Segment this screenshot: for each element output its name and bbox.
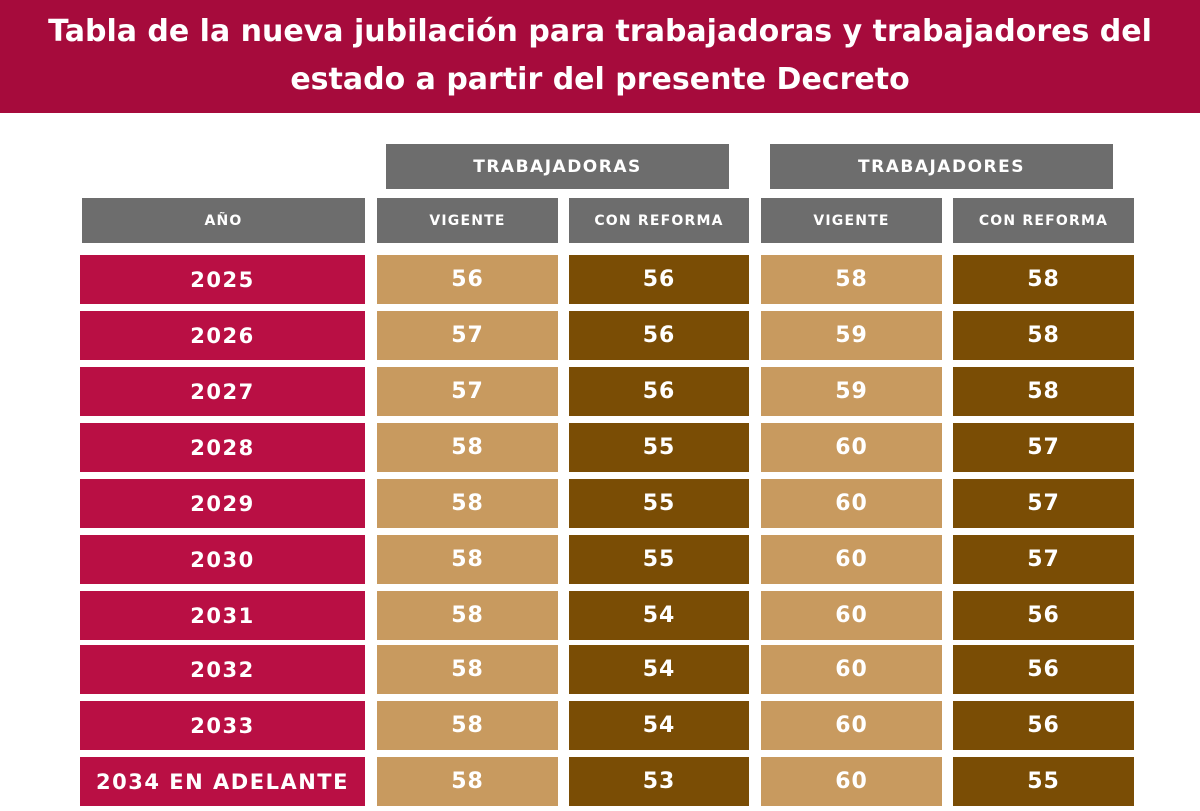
trabajadoras-con-reforma-cell: 53 <box>569 757 749 806</box>
trabajadoras-vigente-cell: 57 <box>377 311 558 360</box>
year-cell: 2028 <box>80 423 365 472</box>
year-cell: 2033 <box>80 701 365 750</box>
year-cell: 2030 <box>80 535 365 584</box>
trabajadoras-vigente-cell: 58 <box>377 757 558 806</box>
trabajadoras-vigente-cell: 58 <box>377 423 558 472</box>
trabajadoras-con-reforma-cell: 54 <box>569 701 749 750</box>
trabajadores-con-reforma-cell: 55 <box>953 757 1134 806</box>
year-cell: 2034 EN ADELANTE <box>80 757 365 806</box>
trabajadores-vigente-cell: 60 <box>761 591 942 640</box>
trabajadores-vigente-cell: 58 <box>761 255 942 304</box>
trabajadoras-con-reforma-cell: 55 <box>569 423 749 472</box>
trabajadores-vigente-cell: 60 <box>761 535 942 584</box>
trabajadoras-con-reforma-cell: 54 <box>569 645 749 694</box>
trabajadoras-vigente-cell: 58 <box>377 701 558 750</box>
year-cell: 2032 <box>80 645 365 694</box>
trabajadoras-con-reforma-cell: 56 <box>569 311 749 360</box>
trabajadores-con-reforma-cell: 57 <box>953 535 1134 584</box>
trabajadores-con-reforma-cell: 56 <box>953 701 1134 750</box>
trabajadoras-con-reforma-cell: 55 <box>569 535 749 584</box>
trabajadores-vigente-cell: 60 <box>761 645 942 694</box>
trabajadores-con-reforma-cell: 58 <box>953 255 1134 304</box>
page-title: Tabla de la nueva jubilación para trabaj… <box>48 14 1152 97</box>
year-cell: 2027 <box>80 367 365 416</box>
trabajadores-vigente-cell: 60 <box>761 701 942 750</box>
trabajadores-vigente-cell: 60 <box>761 423 942 472</box>
trabajadores-vigente-cell: 59 <box>761 311 942 360</box>
trabajadores-con-reforma-cell: 58 <box>953 311 1134 360</box>
trabajadores-vigente-cell: 60 <box>761 757 942 806</box>
column-header-trabajadores-con-reforma: CON REFORMA <box>953 198 1134 243</box>
trabajadoras-con-reforma-cell: 55 <box>569 479 749 528</box>
trabajadoras-vigente-cell: 57 <box>377 367 558 416</box>
year-cell: 2025 <box>80 255 365 304</box>
trabajadoras-vigente-cell: 56 <box>377 255 558 304</box>
column-header-trabajadores-vigente: VIGENTE <box>761 198 942 243</box>
column-header-trabajadoras-con-reforma: CON REFORMA <box>569 198 749 243</box>
trabajadoras-con-reforma-cell: 56 <box>569 367 749 416</box>
trabajadores-con-reforma-cell: 56 <box>953 591 1134 640</box>
title-banner: Tabla de la nueva jubilación para trabaj… <box>0 0 1200 113</box>
column-header-year: AÑO <box>82 198 365 243</box>
group-header-trabajadoras: TRABAJADORAS <box>386 144 729 189</box>
trabajadoras-vigente-cell: 58 <box>377 645 558 694</box>
trabajadores-vigente-cell: 60 <box>761 479 942 528</box>
trabajadoras-vigente-cell: 58 <box>377 591 558 640</box>
trabajadores-con-reforma-cell: 57 <box>953 423 1134 472</box>
year-cell: 2026 <box>80 311 365 360</box>
trabajadoras-vigente-cell: 58 <box>377 535 558 584</box>
year-cell: 2029 <box>80 479 365 528</box>
trabajadoras-vigente-cell: 58 <box>377 479 558 528</box>
year-cell: 2031 <box>80 591 365 640</box>
column-header-trabajadoras-vigente: VIGENTE <box>377 198 558 243</box>
trabajadores-con-reforma-cell: 57 <box>953 479 1134 528</box>
group-header-trabajadores: TRABAJADORES <box>770 144 1113 189</box>
trabajadoras-con-reforma-cell: 56 <box>569 255 749 304</box>
trabajadoras-con-reforma-cell: 54 <box>569 591 749 640</box>
trabajadores-con-reforma-cell: 58 <box>953 367 1134 416</box>
trabajadores-vigente-cell: 59 <box>761 367 942 416</box>
trabajadores-con-reforma-cell: 56 <box>953 645 1134 694</box>
